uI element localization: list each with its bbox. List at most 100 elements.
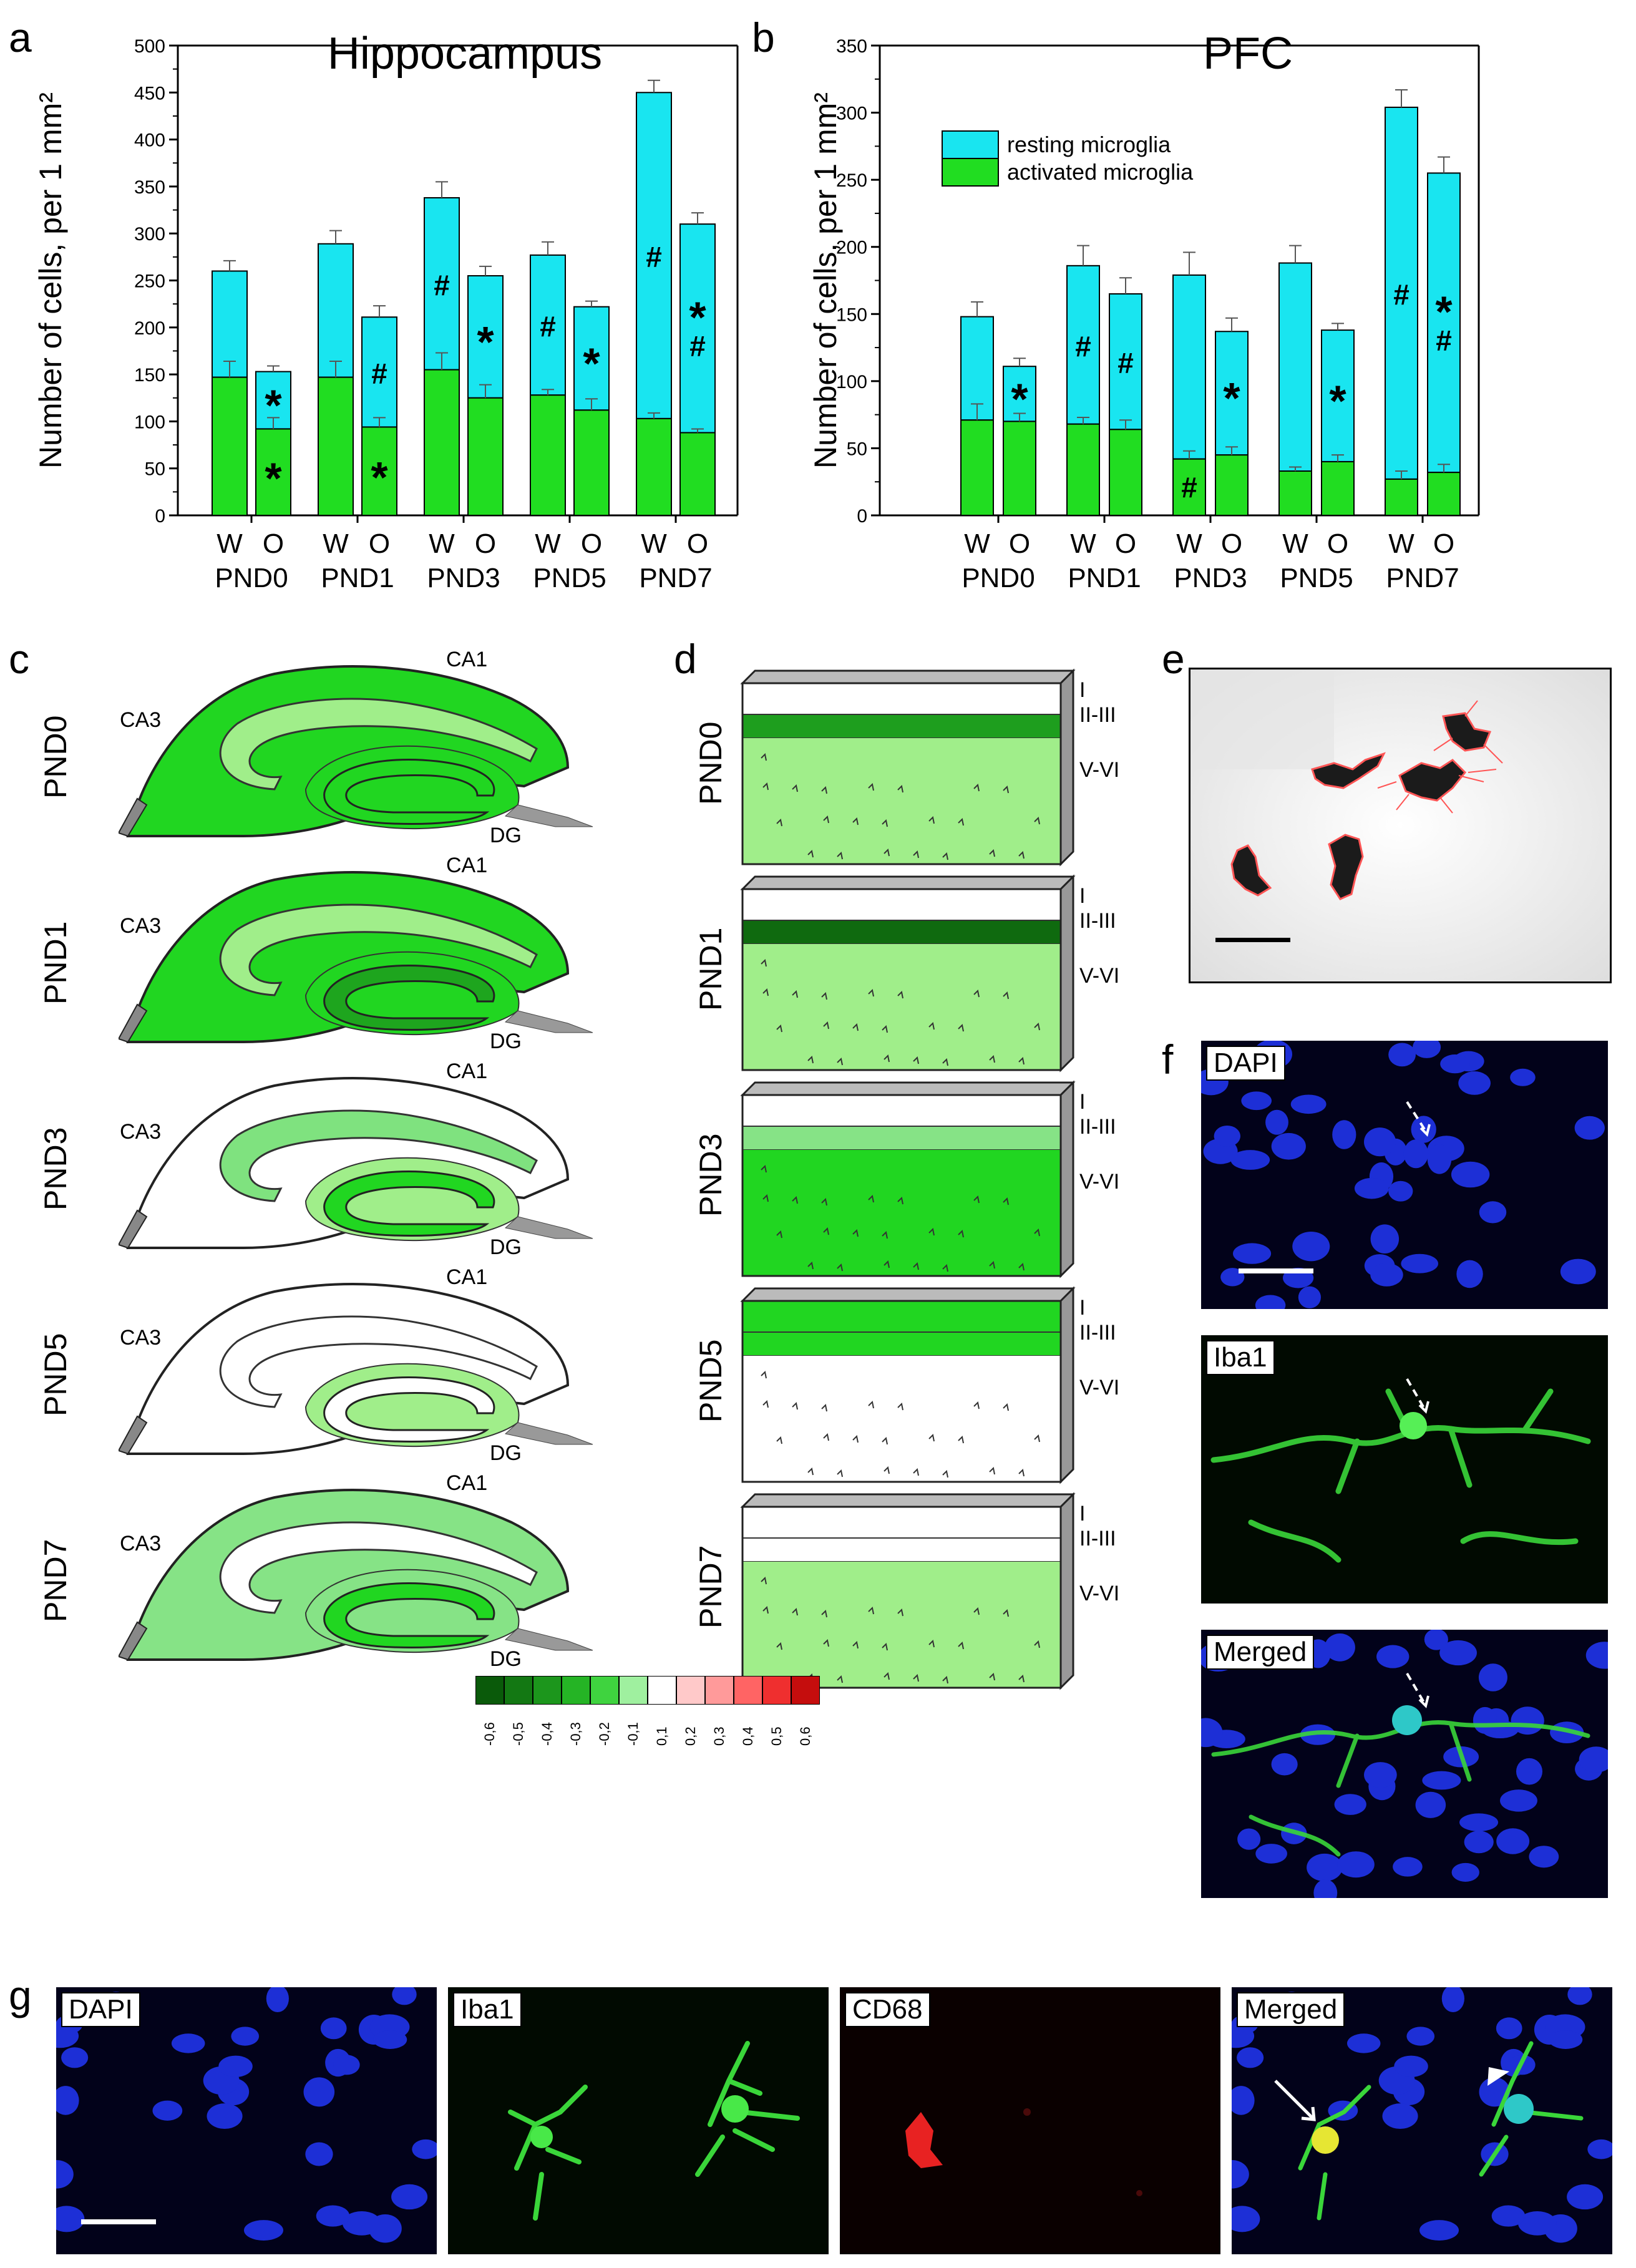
y-tick-label: 50: [145, 459, 165, 480]
bar-resting: [1385, 106, 1418, 480]
cell-mark: [913, 1673, 919, 1682]
merged-overlay: [1232, 1987, 1612, 2243]
group-label: PND3: [1174, 563, 1247, 593]
bar-resting: [1427, 172, 1461, 474]
bar-activated: [212, 376, 248, 516]
nucleus: [1491, 2205, 1526, 2227]
panel-f-dapi-image: DAPI: [1201, 1041, 1608, 1309]
significance-mark: *: [265, 454, 282, 503]
nucleus: [1232, 2159, 1249, 2189]
colorbar-tick-label: -0,1: [625, 1722, 641, 1746]
region-label-dg: DG: [490, 1235, 522, 1259]
cortex-top-edge: [740, 669, 1076, 684]
cell-mark: [942, 1263, 948, 1272]
cortex-top-edge: [740, 1287, 1076, 1302]
significance-mark: *: [583, 339, 600, 387]
cell-mark: [928, 1021, 935, 1030]
cell-mark: [776, 1024, 782, 1033]
y-tick-label: 200: [134, 318, 165, 339]
bar-label: W: [964, 528, 990, 559]
layer-label: I: [1079, 1296, 1086, 1320]
nucleus: [1370, 1263, 1403, 1287]
layer-label: V-VI: [1079, 758, 1120, 782]
nucleus: [1393, 1857, 1423, 1877]
cell-mark: [792, 784, 798, 792]
panel-g-cd68-label: CD68: [845, 1992, 930, 2028]
cortex-schematic: [740, 1286, 1076, 1484]
cell-mark: [897, 1196, 903, 1205]
y-tick-label: 100: [836, 372, 867, 392]
layer-label: I: [1079, 884, 1086, 908]
y-tick-label: 500: [134, 36, 165, 57]
nucleus: [1255, 1844, 1287, 1864]
scale-bar: [1239, 1268, 1313, 1273]
cell-mark: [1003, 1403, 1009, 1411]
nucleus: [1585, 1642, 1608, 1669]
colorbar-tick-label: -0,6: [482, 1722, 497, 1746]
bar-activated: [467, 397, 504, 516]
nucleus: [1220, 1268, 1245, 1287]
layer-i: [743, 683, 1061, 714]
nucleus: [392, 1987, 417, 2005]
cell-mark: [973, 1607, 980, 1615]
colorbar-tick-label: 0,6: [797, 1726, 813, 1746]
nucleus: [1516, 1758, 1543, 1785]
cell-mark: [942, 1469, 948, 1478]
cell-mark: [1003, 1197, 1009, 1205]
nucleus: [171, 2033, 205, 2053]
legend-label: activated microglia: [1007, 159, 1194, 185]
row-label: PND1: [38, 921, 73, 1005]
nucleus: [412, 2139, 437, 2159]
nucleus: [1473, 1706, 1497, 1734]
cortex-side-edge: [1059, 1286, 1074, 1484]
colorbar-tick-label: 0,1: [654, 1726, 669, 1746]
significance-mark: #: [434, 269, 450, 301]
panel-f-merged-label: Merged: [1206, 1635, 1315, 1670]
cell-mark: [807, 1261, 814, 1270]
hippocampus-schematic: [119, 871, 593, 1043]
bar-resting: [573, 306, 610, 411]
nucleus: [1271, 1132, 1306, 1160]
region-label-dg: DG: [490, 1029, 522, 1053]
nucleus: [1574, 1116, 1605, 1140]
ca-band: [219, 1315, 538, 1408]
row-label: PND3: [693, 1133, 728, 1217]
y-tick-label: 150: [836, 304, 867, 325]
nucleus: [1422, 1771, 1461, 1790]
nucleus: [56, 2086, 79, 2115]
cell-mark: [776, 1642, 782, 1650]
layer-v-vi: [743, 944, 1061, 1070]
cell-mark: [837, 1675, 843, 1683]
cell-mark: [837, 1469, 843, 1477]
colorbar-cell: [648, 1676, 676, 1705]
bar-label: O: [1433, 528, 1454, 559]
bar-label: O: [263, 528, 284, 559]
nucleus: [1499, 1789, 1537, 1812]
layer-v-vi: [743, 738, 1061, 864]
row-label: PND3: [38, 1127, 73, 1210]
bar-activated: [1427, 472, 1461, 517]
nucleus: [1290, 1094, 1327, 1114]
nucleus: [1233, 1243, 1272, 1264]
bar-activated: [1321, 460, 1355, 517]
cell-mark: [989, 1054, 995, 1063]
region-label-ca1: CA1: [446, 1265, 488, 1289]
row-label: PND5: [693, 1339, 728, 1423]
panel-letter-d: d: [674, 636, 697, 682]
nucleus: [1415, 1791, 1446, 1818]
significance-mark: *: [371, 453, 388, 502]
cell-mark: [761, 1576, 767, 1585]
layer-label: II-III: [1079, 703, 1116, 727]
cell-mark: [897, 784, 903, 793]
nucleus: [61, 2047, 89, 2068]
cell-mark: [821, 1403, 827, 1412]
cell-mark: [958, 1641, 964, 1650]
cell-mark: [882, 1024, 888, 1033]
cell-mark: [761, 1370, 767, 1379]
row-label: PND0: [693, 721, 728, 805]
bar-label: O: [1327, 528, 1348, 559]
cell-mark: [868, 1400, 874, 1409]
cortex-side-edge: [1059, 1080, 1074, 1278]
cell-mark: [1018, 1674, 1025, 1683]
bar-label: W: [429, 528, 455, 559]
